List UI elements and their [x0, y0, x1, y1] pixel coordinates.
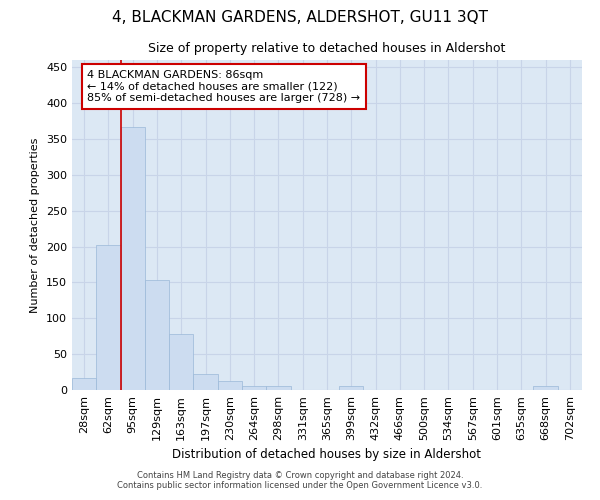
Bar	[533, 386, 558, 390]
Title: Size of property relative to detached houses in Aldershot: Size of property relative to detached ho…	[148, 42, 506, 54]
Bar	[121, 126, 145, 390]
Bar	[145, 280, 169, 390]
Y-axis label: Number of detached properties: Number of detached properties	[31, 138, 40, 312]
Bar	[266, 386, 290, 390]
Bar	[169, 334, 193, 390]
Bar	[218, 380, 242, 390]
Bar	[72, 378, 96, 390]
Text: 4 BLACKMAN GARDENS: 86sqm
← 14% of detached houses are smaller (122)
85% of semi: 4 BLACKMAN GARDENS: 86sqm ← 14% of detac…	[88, 70, 361, 103]
Bar	[193, 374, 218, 390]
Bar	[242, 386, 266, 390]
Bar	[96, 245, 121, 390]
Bar	[339, 386, 364, 390]
Text: Contains HM Land Registry data © Crown copyright and database right 2024.
Contai: Contains HM Land Registry data © Crown c…	[118, 470, 482, 490]
Text: 4, BLACKMAN GARDENS, ALDERSHOT, GU11 3QT: 4, BLACKMAN GARDENS, ALDERSHOT, GU11 3QT	[112, 10, 488, 25]
X-axis label: Distribution of detached houses by size in Aldershot: Distribution of detached houses by size …	[173, 448, 482, 462]
